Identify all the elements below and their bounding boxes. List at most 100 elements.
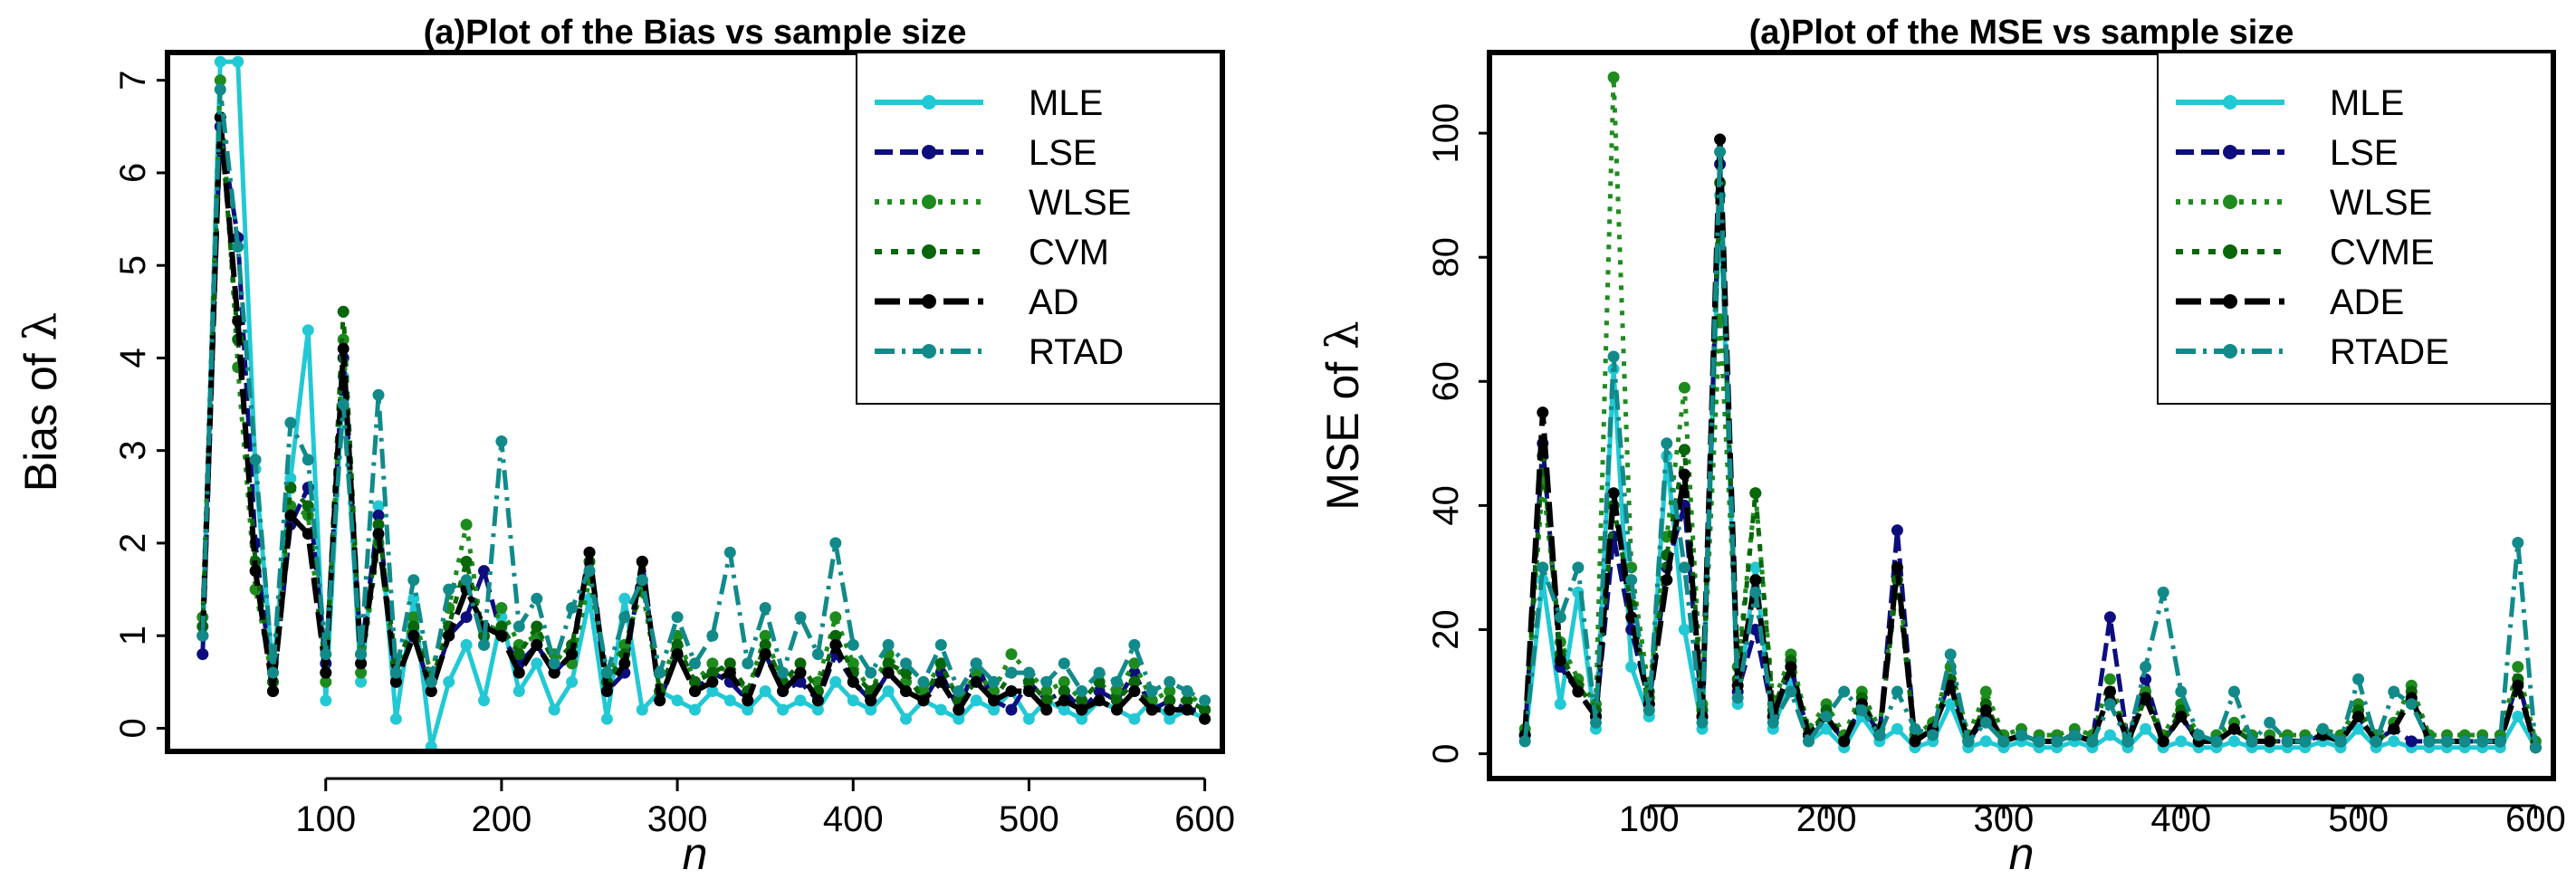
legend-marker-ade bbox=[2223, 294, 2237, 309]
data-point-rtad bbox=[425, 675, 437, 688]
data-point-ad bbox=[1058, 694, 1070, 707]
data-point-mle bbox=[865, 703, 877, 716]
data-point-ad bbox=[1093, 694, 1106, 707]
legend-marker-mle bbox=[2223, 95, 2237, 110]
data-point-rtade bbox=[2264, 716, 2276, 729]
data-point-cvm bbox=[1076, 694, 1088, 707]
data-point-mle bbox=[706, 685, 719, 697]
data-point-mle bbox=[548, 703, 560, 716]
data-point-rtad bbox=[953, 685, 965, 697]
data-point-ad bbox=[934, 675, 947, 688]
legend: MLE LSE WLSE CVM AD RTAD bbox=[856, 52, 1221, 405]
data-point-ad bbox=[495, 629, 508, 642]
y-axis-label-text: Bias of bbox=[15, 340, 66, 492]
data-point-mle bbox=[988, 703, 1001, 716]
data-point-rtad bbox=[566, 602, 579, 614]
data-point-ad bbox=[759, 648, 771, 661]
data-point-rtade bbox=[2157, 586, 2169, 598]
data-point-cvme bbox=[1749, 487, 1762, 500]
data-point-ad bbox=[249, 565, 262, 578]
y-tick-label: 2 bbox=[113, 533, 153, 553]
data-point-ade bbox=[1537, 406, 1549, 419]
data-point-ade bbox=[2352, 711, 2365, 722]
data-point-mle bbox=[934, 703, 947, 716]
x-tick-label: 500 bbox=[2328, 799, 2389, 839]
data-point-rtade bbox=[1537, 561, 1549, 574]
data-point-rtad bbox=[934, 638, 947, 651]
legend-label-mle: MLE bbox=[2330, 83, 2404, 123]
y-tick-label: 0 bbox=[113, 718, 153, 738]
data-point-rtade bbox=[1749, 586, 1762, 598]
data-point-cvm bbox=[337, 305, 350, 318]
data-point-ad bbox=[372, 528, 385, 540]
data-point-rtad bbox=[1111, 675, 1123, 688]
data-point-rtade bbox=[2405, 698, 2418, 711]
data-point-rtade bbox=[2051, 735, 2064, 748]
data-point-ad bbox=[777, 685, 790, 697]
data-point-wlse bbox=[829, 611, 842, 624]
legend-label-lse: LSE bbox=[1029, 133, 1097, 173]
data-point-rtad bbox=[1022, 666, 1035, 679]
data-point-mle bbox=[320, 694, 332, 707]
data-point-rtade bbox=[1962, 735, 1975, 748]
data-point-rtad bbox=[1040, 675, 1053, 688]
data-point-rtad bbox=[1164, 675, 1176, 688]
data-point-wlse bbox=[1164, 685, 1176, 697]
data-point-ad bbox=[267, 685, 279, 697]
data-point-mle bbox=[355, 675, 368, 688]
series-line-mle bbox=[1522, 193, 2538, 750]
data-point-rtade bbox=[1855, 704, 1868, 717]
x-tick-label: 200 bbox=[472, 799, 532, 839]
data-point-rtad bbox=[389, 666, 402, 679]
data-point-ad bbox=[811, 694, 824, 707]
data-point-mle bbox=[600, 712, 613, 725]
data-point-rtade bbox=[1838, 685, 1851, 698]
legend-label-ade: ADE bbox=[2330, 282, 2404, 322]
data-point-rtade bbox=[2458, 735, 2471, 748]
mse-panel: (a)Plot of the MSE vs sample size 0 20 40 60… bbox=[1317, 14, 2566, 879]
data-point-ad bbox=[723, 666, 736, 679]
data-point-cvm bbox=[407, 620, 420, 633]
y-tick-label: 4 bbox=[113, 348, 153, 368]
data-point-mle bbox=[1022, 712, 1035, 725]
data-point-mle bbox=[829, 675, 842, 688]
bias-panel: (a)Plot of the Bias vs sample size 0 1 2 3 4 5… bbox=[14, 14, 1235, 879]
data-point-ad bbox=[917, 694, 930, 707]
data-point-rtade bbox=[2423, 735, 2436, 748]
data-point-mle bbox=[794, 694, 807, 707]
data-point-ad bbox=[1076, 703, 1088, 716]
x-tick-label: 200 bbox=[1796, 799, 1857, 839]
data-point-lse bbox=[460, 611, 473, 624]
legend-marker-rtade bbox=[2223, 344, 2237, 358]
data-point-ade bbox=[1625, 611, 1638, 624]
data-point-mle bbox=[1979, 735, 1992, 748]
data-point-rtade bbox=[1944, 648, 1957, 661]
data-point-mle bbox=[1678, 624, 1690, 636]
data-point-rtade bbox=[1518, 735, 1531, 748]
y-tick-label: 0 bbox=[1426, 743, 1466, 763]
data-point-mle bbox=[1891, 722, 1903, 735]
data-point-lse bbox=[196, 648, 209, 661]
data-point-rtad bbox=[495, 435, 508, 447]
data-point-ad bbox=[425, 685, 437, 697]
x-tick-label: 400 bbox=[823, 799, 884, 839]
data-point-ad bbox=[443, 629, 455, 642]
data-point-cvm bbox=[1199, 703, 1211, 716]
data-point-rtad bbox=[460, 574, 473, 587]
y-tick-label: 100 bbox=[1426, 103, 1466, 164]
data-point-ad bbox=[1040, 703, 1053, 716]
data-point-ade bbox=[2157, 735, 2169, 748]
data-point-cvm bbox=[1181, 694, 1193, 707]
x-axis-label: n bbox=[2009, 828, 2035, 879]
data-point-rtade bbox=[2529, 741, 2542, 754]
data-point-rtad bbox=[1076, 685, 1088, 697]
data-point-ade bbox=[1749, 574, 1762, 587]
data-point-wlse bbox=[320, 675, 332, 688]
data-point-mle bbox=[953, 712, 965, 725]
data-point-mle bbox=[2352, 722, 2365, 735]
data-point-rtad bbox=[267, 666, 279, 679]
data-point-mle bbox=[618, 592, 631, 605]
data-point-ad bbox=[566, 648, 579, 661]
data-point-rtade bbox=[1820, 711, 1833, 722]
data-point-rtad bbox=[284, 416, 297, 429]
